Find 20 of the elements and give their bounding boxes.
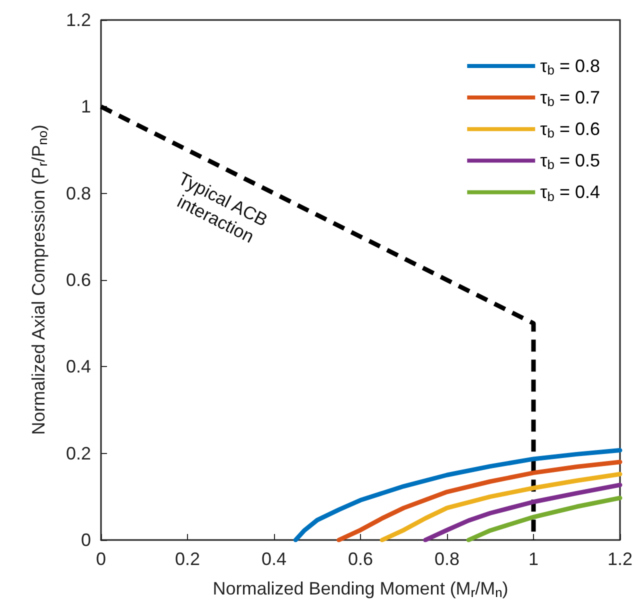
x-tick-label: 0.6: [348, 549, 374, 569]
x-tick-label: 0.2: [174, 549, 200, 569]
x-tick-label: 0.8: [434, 549, 460, 569]
line-series: [380, 472, 622, 542]
x-tick-label: 0.4: [261, 549, 287, 569]
y-axis-title: Normalized Axial Compression (Pr/Pno): [28, 124, 50, 435]
y-tick-label: 0.8: [66, 183, 91, 204]
line-series: [293, 448, 622, 542]
x-tick-label: 1: [528, 549, 539, 569]
y-tick-label: 1.2: [66, 10, 91, 30]
line-series: [423, 482, 622, 542]
y-tick-label: 0.2: [66, 443, 91, 464]
line-series: [466, 496, 622, 542]
y-tick-label: 1: [80, 96, 91, 117]
line-series: [336, 460, 622, 542]
x-tick-label: 0: [96, 549, 106, 569]
y-tick-label: 0.6: [66, 270, 91, 290]
y-tick-label: 0.4: [66, 356, 91, 377]
x-tick-label: 1.2: [607, 549, 633, 569]
y-tick-label: 0: [80, 530, 91, 550]
